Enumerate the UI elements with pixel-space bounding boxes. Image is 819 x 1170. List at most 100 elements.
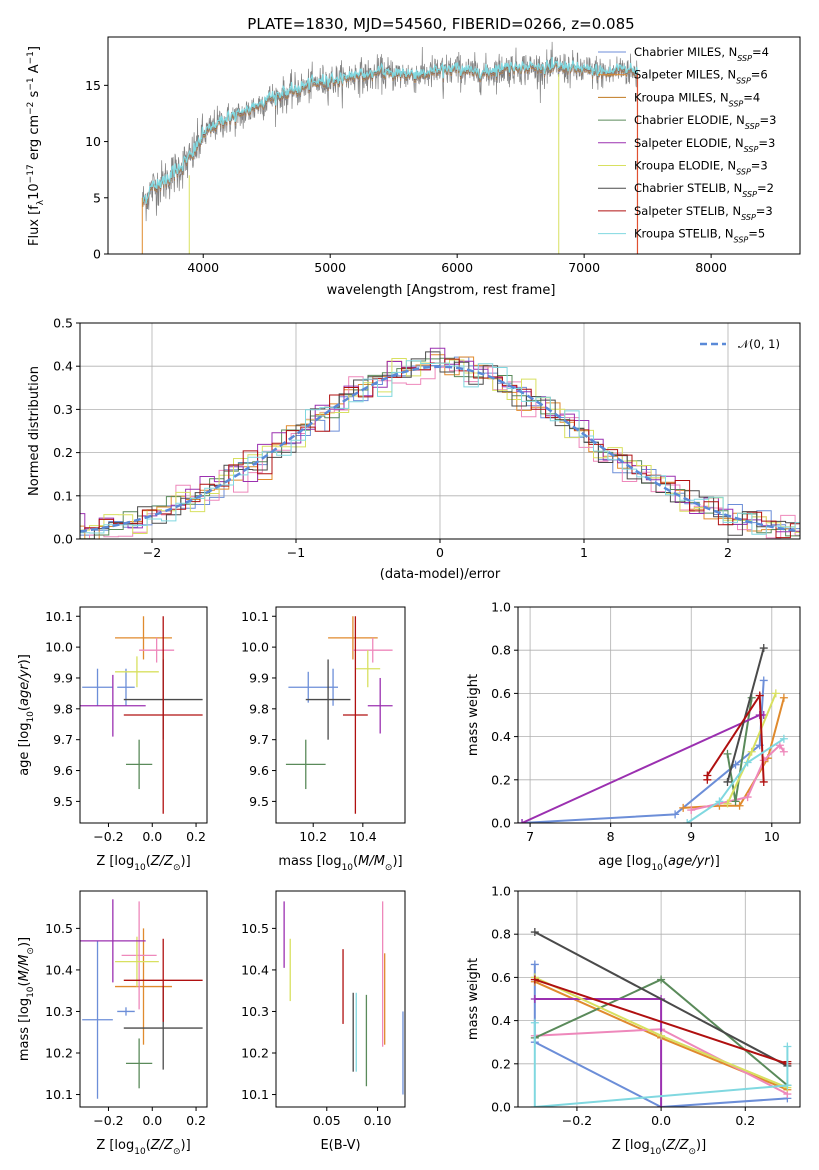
x-axis-label-part: 10 [342,863,354,873]
y-axis-label-part: ⊙ [26,947,36,955]
x-axis-label-part: 10 [134,1147,146,1157]
y-axis-label-part: −1 [26,77,36,90]
y-tick-label: 10.0 [45,640,73,655]
weight-point [703,771,712,780]
weight-point [657,1103,666,1107]
y-tick-label: 0.5 [53,316,73,331]
weight-point [530,1018,539,1027]
y-tick-label: 10.4 [241,962,269,977]
legend-label-part: Kroupa MILES, N [634,90,729,104]
y-tick-label: 0.0 [491,1100,511,1115]
x-axis-label-part: (data-model)/error [380,567,501,582]
x-axis-label-part: ( [146,854,151,869]
weight-point [779,747,788,756]
y-axis-label-part: mass [log [17,998,32,1061]
x-tick-label: 10.2 [299,829,327,844]
y-tick-label: 5 [93,190,101,205]
x-axis-label-part: Z [log [96,1138,134,1153]
x-axis-label-part: E(B-V) [320,1138,360,1153]
legend-label: Salpeter MILES, NSSP=6 [634,68,768,86]
y-tick-label: 10.3 [241,1004,269,1019]
x-axis-label-part: ( [663,854,668,869]
plot-area [283,901,404,1095]
y-axis-label-part: )] [17,937,32,947]
x-axis-label-part: ⊙ [173,863,181,873]
x-tick-label: −1 [287,545,305,560]
weight-point [759,644,768,653]
x-axis-label-part: ( [661,1138,666,1153]
y-axis-label-part: ( [17,706,32,711]
legend-label-part: Salpeter MILES, N [634,68,736,82]
legend-label-part: SSP [734,235,749,244]
y-axis-label-part: ] [27,46,42,51]
y-tick-label: 0.8 [491,643,511,658]
y-tick-label: 1.0 [491,884,511,899]
weight-point [530,960,539,969]
x-axis-label-part: ⊙ [173,1147,181,1157]
x-axis-label: wavelength [Angstrom, rest frame] [327,283,556,298]
x-tick-label: 1 [580,545,588,560]
axes-frame [79,606,208,824]
legend-label-part: Chabrier MILES, N [634,45,737,59]
weight-point [723,799,732,808]
weight-point [783,1081,792,1090]
y-tick-label: 10.2 [45,1046,73,1061]
x-axis-label-part: )] [181,1138,191,1153]
y-tick-label: 9.8 [249,701,269,716]
x-axis-label: Z [log10(Z/Z⊙)] [612,1138,706,1157]
y-axis-label: mass weight [466,674,481,756]
legend-label: Chabrier ELODIE, NSSP=3 [634,113,776,131]
histogram-step [80,358,800,534]
legend-label-part: SSP [741,212,756,221]
x-tick-label: 0.2 [186,829,206,844]
weight-point [779,734,788,743]
y-axis-label-part: age [log [17,723,32,776]
legend-label-part: SSP [729,99,744,108]
y-tick-label: 9.5 [53,794,73,809]
plot-area [80,616,203,814]
weight-point [759,676,768,685]
x-axis-label-part: 10 [651,863,663,873]
plot-area [80,899,203,1099]
x-tick-label: 0 [436,545,444,560]
x-tick-label: 9 [687,829,695,844]
plot-area [80,347,800,539]
y-axis-label-part: )] [17,654,32,664]
x-axis-label-part: 10 [134,863,146,873]
y-tick-label: 0.1 [53,488,73,503]
x-axis-label-part: 10 [650,1147,662,1157]
weight-line [533,964,788,1107]
axes-frame [275,606,406,824]
y-tick-label: 10.4 [45,962,73,977]
y-axis-label-part: 10 [26,711,36,723]
x-tick-label: 2 [724,545,732,560]
x-tick-label: 0.0 [142,1113,162,1128]
weight-point [731,797,740,806]
legend-label-part: =3 [760,113,777,127]
legend-label-part: =6 [751,68,768,82]
y-axis-label-part: mass weight [466,958,481,1040]
x-tick-label: 10 [764,829,780,844]
x-axis-label: mass [log10(M/M⊙)] [278,854,402,873]
y-tick-label: 10.1 [45,1087,73,1102]
weight-point [723,749,732,758]
y-axis-label-part: 10 [26,986,36,998]
weight-point [715,797,724,806]
weight-point [687,806,696,815]
histogram-step [80,360,800,535]
y-axis-label-part: M/M [17,955,32,982]
legend-label: Salpeter ELODIE, NSSP=3 [634,136,775,154]
weight-point [657,975,666,984]
weight-point [771,689,780,698]
y-axis-label-part: Normed distribution [27,366,42,496]
y-tick-label: 15 [85,78,101,93]
y-tick-label: 0.2 [491,772,511,787]
x-axis-label-part: Z/Z [150,854,174,869]
axes-frame [107,36,801,255]
y-tick-label: 9.9 [249,670,269,685]
x-tick-label: 6000 [441,260,473,275]
y-axis-label: Flux [fλ10−17 erg cm−2 s−1 A−1] [26,46,46,246]
plot-area [141,41,639,254]
x-axis-label-part: ( [353,854,358,869]
